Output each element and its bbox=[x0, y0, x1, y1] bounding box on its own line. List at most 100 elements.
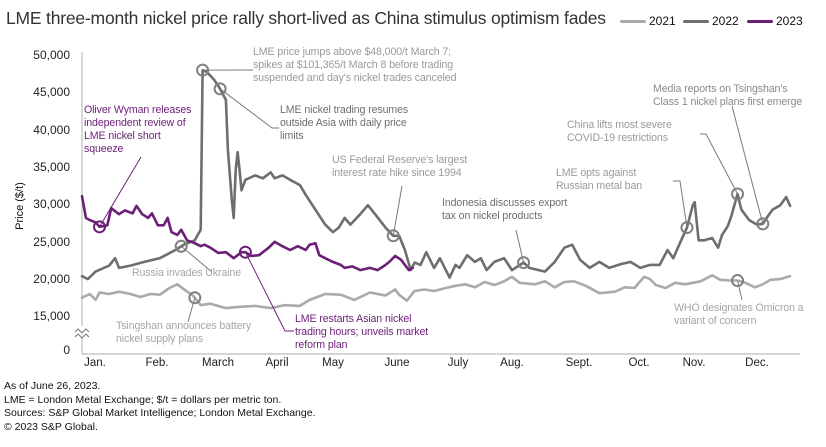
annotation-marker-circle bbox=[213, 82, 227, 96]
x-tick-label: April bbox=[265, 357, 289, 369]
annotation-marker-circle bbox=[731, 187, 745, 201]
annotation-marker-circle bbox=[93, 220, 107, 234]
annotation-line: Russian metal ban bbox=[556, 180, 643, 192]
annotation-leader-line bbox=[700, 133, 738, 195]
annotation-line: trading hours; unveils market bbox=[295, 326, 429, 338]
x-tick-label: July bbox=[447, 357, 469, 369]
chart-title: LME three-month nickel price rally short… bbox=[6, 8, 606, 28]
annotation-line: limits bbox=[280, 130, 304, 142]
y-tick-label: 40,000 bbox=[33, 122, 70, 137]
x-tick-label: Dec. bbox=[745, 357, 769, 369]
annotation-marker-circle bbox=[731, 274, 745, 288]
annotation-text: Russia invades Ukraine bbox=[132, 267, 241, 280]
series-line-2023 bbox=[80, 194, 415, 272]
legend-label: 2021 bbox=[649, 14, 676, 28]
annotation-text: Tsingshan announces battery nickel supply… bbox=[116, 320, 251, 346]
annotation-line: Oliver Wyman releases bbox=[84, 104, 192, 116]
footnotes: As of June 26, 2023. LME = London Metal … bbox=[4, 380, 316, 434]
annotation-line: tax on nickel products bbox=[442, 210, 543, 222]
y-tick-label: 35,000 bbox=[33, 159, 70, 174]
annotation-leader-line bbox=[737, 280, 743, 301]
x-tick-label: May bbox=[322, 357, 344, 369]
annotation-line: reform plan bbox=[295, 339, 348, 351]
note-sources: Sources: S&P Global Market Intelligence;… bbox=[4, 407, 316, 420]
annotation-marker-circle bbox=[756, 217, 770, 231]
y-axis-label: Price ($/t) bbox=[14, 182, 26, 230]
legend-label: 2023 bbox=[776, 14, 803, 28]
x-tick-label: Oct. bbox=[628, 357, 650, 369]
x-tick-label: Feb. bbox=[145, 357, 169, 369]
annotation-leader-line bbox=[673, 180, 688, 228]
annotation-line: suspended and day's nickel trades cancel… bbox=[253, 72, 457, 84]
note-abbreviations: LME = London Metal Exchange; $/t = dolla… bbox=[4, 393, 282, 406]
annotation-line: independent review of bbox=[84, 117, 186, 129]
annotation-leader-line bbox=[244, 251, 294, 332]
annotation-line: LME nickel short bbox=[84, 130, 161, 142]
annotation-leader-line bbox=[180, 245, 213, 273]
annotation-text: LME restarts Asian nickel trading hours; … bbox=[295, 313, 428, 352]
x-tick-label: Aug. bbox=[500, 357, 524, 369]
annotation-line: Media reports on Tsingshan's bbox=[653, 83, 788, 95]
annotation-marker-circle bbox=[196, 63, 210, 77]
annotation-line: LME opts against bbox=[556, 167, 637, 179]
annotation-line: outside Asia with daily price bbox=[280, 117, 407, 129]
note-copyright: © 2023 S&P Global. bbox=[4, 420, 98, 433]
annotation-leader-line bbox=[731, 105, 764, 224]
legend-swatch bbox=[747, 19, 773, 23]
legend-label: 2022 bbox=[712, 14, 739, 28]
annotation-leader-line bbox=[392, 185, 403, 236]
legend-item-2021: 2021 bbox=[620, 14, 676, 28]
annotation-marker-circle bbox=[680, 221, 694, 235]
annotation-marker-circle bbox=[386, 229, 400, 243]
x-tick-label: June bbox=[384, 357, 410, 369]
annotation-line: Indonesia discusses export bbox=[442, 197, 568, 209]
legend-item-2023: 2023 bbox=[747, 14, 803, 28]
annotation-text: LME nickel trading resumes outside Asia w… bbox=[280, 104, 408, 143]
annotation-marker-circle bbox=[188, 291, 202, 305]
legend-swatch bbox=[683, 19, 709, 23]
annotation-line: Tsingshan announces battery bbox=[116, 320, 252, 332]
annotation-text: Indonesia discusses export tax on nickel … bbox=[442, 197, 567, 223]
annotation-line: China lifts most severe bbox=[567, 119, 672, 131]
annotation-text: WHO designates Omicron a variant of conce… bbox=[674, 302, 804, 328]
y-tick-label: 45,000 bbox=[33, 85, 70, 100]
annotation-line: spikes at $101,365/t March 8 before trad… bbox=[253, 59, 454, 71]
legend-item-2022: 2022 bbox=[683, 14, 739, 28]
annotation-text: US Federal Reserve's largest interest rat… bbox=[332, 154, 467, 180]
annotation-line: variant of concern bbox=[674, 315, 757, 327]
annotation-line: interest rate hike since 1994 bbox=[332, 167, 462, 179]
x-tick-label: Nov. bbox=[682, 357, 706, 369]
y-tick-label: 15,000 bbox=[33, 309, 70, 324]
annotation-text: Oliver Wyman releases independent review … bbox=[84, 104, 191, 156]
annotation-leader-line bbox=[187, 297, 196, 323]
y-tick-label: 30,000 bbox=[33, 197, 70, 212]
y-tick-label: 20,000 bbox=[33, 271, 70, 286]
annotation-line: squeeze bbox=[84, 143, 124, 155]
annotation-line: COVID-19 restrictions bbox=[567, 132, 668, 144]
annotation-line: WHO designates Omicron a bbox=[674, 302, 804, 314]
series-line-2022 bbox=[80, 68, 792, 281]
annotation-line: Class 1 nickel plans first emerge bbox=[653, 96, 803, 108]
annotation-leader-line bbox=[99, 156, 142, 228]
annotation-line: US Federal Reserve's largest bbox=[332, 154, 468, 166]
annotation-line: LME restarts Asian nickel bbox=[295, 313, 412, 325]
annotation-marker-circle bbox=[238, 245, 252, 259]
annotation-line: Russia invades Ukraine bbox=[132, 267, 242, 279]
note-as-of: As of June 26, 2023. bbox=[4, 380, 101, 392]
legend-swatch bbox=[620, 19, 646, 23]
annotation-marker-circle bbox=[517, 256, 531, 270]
annotation-marker-circle bbox=[174, 239, 188, 253]
annotation-text: LME price jumps above $48,000/t March 7;… bbox=[253, 46, 456, 85]
x-tick-label: Sept. bbox=[565, 357, 593, 369]
x-tick-label: March bbox=[202, 357, 234, 369]
annotation-text: Media reports on Tsingshan's Class 1 nick… bbox=[653, 83, 802, 109]
annotation-line: LME nickel trading resumes bbox=[280, 104, 409, 116]
annotation-line: LME price jumps above $48,000/t March 7; bbox=[253, 46, 451, 58]
y-tick-label: 0 bbox=[63, 343, 70, 357]
x-tick-label: Jan. bbox=[84, 357, 106, 369]
y-tick-label: 50,000 bbox=[33, 48, 70, 62]
series-line-2021 bbox=[80, 273, 792, 310]
axis-break-icon bbox=[74, 328, 90, 339]
y-tick-label: 25,000 bbox=[33, 234, 70, 249]
